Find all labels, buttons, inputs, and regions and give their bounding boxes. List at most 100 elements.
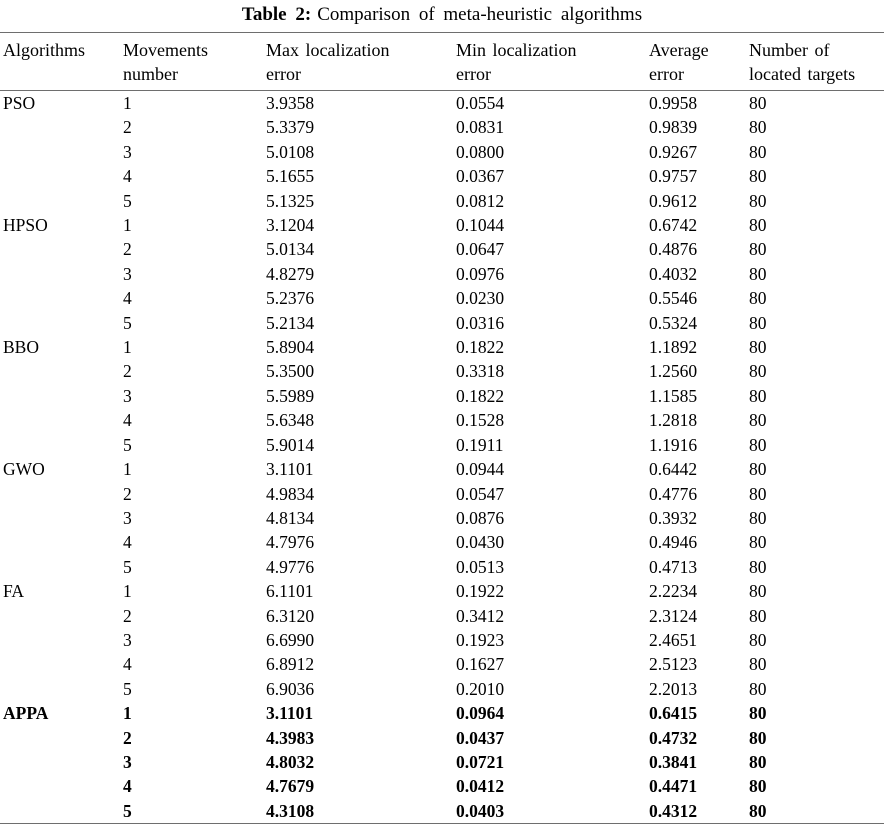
cell-max-localization-error: 4.8134 <box>266 507 315 528</box>
cell-max-localization-error: 6.1101 <box>266 581 314 602</box>
cell-min-localization-error: 0.0976 <box>456 263 505 284</box>
cell-movement-number: 4 <box>123 410 132 431</box>
cell-max-localization-error: 5.6348 <box>266 410 315 431</box>
cell-located-targets: 80 <box>749 776 767 797</box>
cell-located-targets: 80 <box>749 93 767 113</box>
cell-average-error: 2.2013 <box>649 678 698 699</box>
cell-min-localization-error: 0.0430 <box>456 532 505 553</box>
table-row: 2 5.0134 0.0647 0.4876 80 <box>0 237 884 261</box>
table-row: GWO 1 3.1101 0.0944 0.6442 80 <box>0 457 884 481</box>
col-header-max-localization-error: Max localization error <box>266 40 390 84</box>
cell-movement-number: 2 <box>123 727 132 748</box>
table-row: 5 5.9014 0.1911 1.1916 80 <box>0 433 884 457</box>
cell-movement-number: 4 <box>123 288 132 309</box>
cell-movement-number: 4 <box>123 532 132 553</box>
cell-algorithm <box>0 652 120 676</box>
cell-algorithm <box>0 506 120 530</box>
cell-average-error: 0.6415 <box>649 703 698 724</box>
cell-located-targets: 80 <box>749 556 767 577</box>
cell-min-localization-error: 0.0316 <box>456 312 505 333</box>
cell-min-localization-error: 0.0647 <box>456 239 505 260</box>
cell-movement-number: 5 <box>123 434 132 455</box>
cell-min-localization-error: 0.0831 <box>456 117 505 138</box>
cell-min-localization-error: 0.0964 <box>456 703 505 724</box>
table-row: 2 6.3120 0.3412 2.3124 80 <box>0 604 884 628</box>
cell-min-localization-error: 0.0513 <box>456 556 505 577</box>
cell-located-targets: 80 <box>749 727 767 748</box>
cell-min-localization-error: 0.1822 <box>456 337 505 358</box>
table-row: 3 5.5989 0.1822 1.1585 80 <box>0 384 884 408</box>
col-header-movements-number: Movements number <box>123 40 208 84</box>
cell-max-localization-error: 6.3120 <box>266 605 315 626</box>
col-header-algorithms: Algorithms <box>3 40 86 60</box>
cell-average-error: 0.6442 <box>649 459 698 480</box>
cell-located-targets: 80 <box>749 654 767 675</box>
cell-located-targets: 80 <box>749 166 767 187</box>
table-row: PSO 1 3.9358 0.0554 0.9958 80 <box>0 91 884 116</box>
cell-algorithm <box>0 530 120 554</box>
cell-movement-number: 1 <box>123 215 132 236</box>
cell-located-targets: 80 <box>749 483 767 504</box>
cell-located-targets: 80 <box>749 629 767 650</box>
cell-average-error: 0.4032 <box>649 263 698 284</box>
cell-min-localization-error: 0.2010 <box>456 678 505 699</box>
table-row: 4 5.6348 0.1528 1.2818 80 <box>0 408 884 432</box>
cell-average-error: 1.2560 <box>649 361 698 382</box>
cell-max-localization-error: 4.8032 <box>266 751 315 772</box>
comparison-table: Algorithms Movements number Max localiza… <box>0 32 884 825</box>
cell-min-localization-error: 0.0812 <box>456 190 505 211</box>
cell-min-localization-error: 0.1627 <box>456 654 505 675</box>
cell-min-localization-error: 0.0403 <box>456 800 505 821</box>
cell-max-localization-error: 6.9036 <box>266 678 315 699</box>
cell-average-error: 1.1892 <box>649 337 698 358</box>
cell-algorithm <box>0 115 120 139</box>
cell-average-error: 0.6742 <box>649 215 698 236</box>
cell-max-localization-error: 5.3500 <box>266 361 315 382</box>
cell-movement-number: 2 <box>123 117 132 138</box>
cell-located-targets: 80 <box>749 288 767 309</box>
cell-algorithm <box>0 359 120 383</box>
cell-average-error: 0.4312 <box>649 800 698 821</box>
table-row: 3 4.8134 0.0876 0.3932 80 <box>0 506 884 530</box>
cell-located-targets: 80 <box>749 410 767 431</box>
cell-min-localization-error: 0.0721 <box>456 751 505 772</box>
cell-located-targets: 80 <box>749 190 767 211</box>
cell-average-error: 0.4732 <box>649 727 698 748</box>
cell-average-error: 2.4651 <box>649 629 698 650</box>
table-row: BBO 1 5.8904 0.1822 1.1892 80 <box>0 335 884 359</box>
cell-movement-number: 5 <box>123 190 132 211</box>
cell-movement-number: 3 <box>123 751 132 772</box>
cell-average-error: 0.4776 <box>649 483 698 504</box>
cell-movement-number: 3 <box>123 263 132 284</box>
cell-algorithm: BBO <box>3 337 39 358</box>
cell-algorithm <box>0 555 120 579</box>
cell-movement-number: 2 <box>123 605 132 626</box>
table-row: 2 5.3500 0.3318 1.2560 80 <box>0 359 884 383</box>
col-header-min-localization-error: Min localization error <box>456 40 577 84</box>
col-header-average-error: Average error <box>649 40 709 84</box>
cell-max-localization-error: 4.3983 <box>266 727 315 748</box>
cell-located-targets: 80 <box>749 239 767 260</box>
table-row: 3 4.8279 0.0976 0.4032 80 <box>0 262 884 286</box>
cell-algorithm <box>0 677 120 701</box>
cell-average-error: 0.3841 <box>649 751 698 772</box>
cell-movement-number: 5 <box>123 678 132 699</box>
cell-average-error: 2.2234 <box>649 581 698 602</box>
cell-movement-number: 4 <box>123 654 132 675</box>
cell-algorithm <box>0 311 120 335</box>
cell-max-localization-error: 5.0108 <box>266 141 315 162</box>
table-row: 2 4.9834 0.0547 0.4776 80 <box>0 482 884 506</box>
table-caption-text: Comparison of meta-heuristic algorithms <box>317 4 643 25</box>
table-row: 4 4.7679 0.0412 0.4471 80 <box>0 774 884 798</box>
cell-min-localization-error: 0.1822 <box>456 385 505 406</box>
table-row: HPSO 1 3.1204 0.1044 0.6742 80 <box>0 213 884 237</box>
cell-algorithm <box>0 164 120 188</box>
table-caption: Table 2: Comparison of meta-heuristic alg… <box>0 0 884 32</box>
cell-located-targets: 80 <box>749 581 767 602</box>
cell-max-localization-error: 5.8904 <box>266 337 315 358</box>
cell-movement-number: 1 <box>123 703 132 724</box>
cell-max-localization-error: 4.9776 <box>266 556 315 577</box>
table-row: 3 6.6990 0.1923 2.4651 80 <box>0 628 884 652</box>
cell-located-targets: 80 <box>749 263 767 284</box>
